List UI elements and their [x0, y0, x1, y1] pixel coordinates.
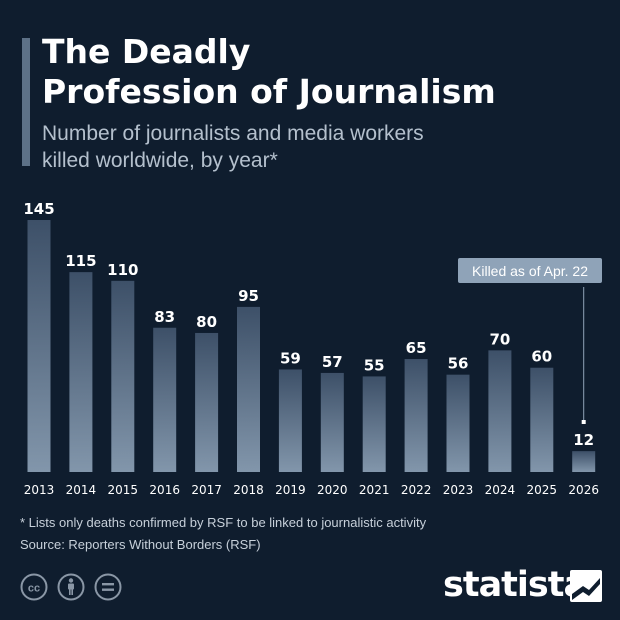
annotation-marker — [581, 420, 586, 424]
bar-2016 — [153, 327, 177, 472]
bar-2024 — [488, 350, 512, 472]
value-label-2024: 70 — [489, 330, 510, 348]
value-label-2013: 145 — [23, 200, 54, 218]
source-text: Source: Reporters Without Borders (RSF) — [20, 537, 261, 552]
bar-2013 — [27, 220, 51, 472]
value-label-2023: 56 — [448, 355, 469, 373]
title-accent-bar — [22, 38, 30, 166]
x-tick-2015: 2015 — [108, 483, 139, 497]
bar-2023 — [446, 374, 470, 472]
bar-2022 — [404, 359, 428, 472]
cc-icon: cc — [20, 573, 48, 601]
bar-2026 — [572, 451, 596, 472]
bar-2020 — [320, 372, 344, 472]
bar-chart: 145 2013 115 2014 110 2015 83 2016 80 2017 95 2018 5… — [23, 200, 602, 497]
value-label-2017: 80 — [196, 313, 217, 331]
bar-2015 — [111, 280, 135, 472]
x-tick-2016: 2016 — [149, 483, 180, 497]
x-tick-2019: 2019 — [275, 483, 306, 497]
x-tick-2026: 2026 — [568, 483, 599, 497]
x-tick-2020: 2020 — [317, 483, 348, 497]
x-tick-2021: 2021 — [359, 483, 390, 497]
x-tick-2025: 2025 — [527, 483, 558, 497]
license-icons: cc — [20, 573, 122, 601]
value-label-2025: 60 — [531, 348, 552, 366]
bar-2025 — [530, 367, 554, 472]
bar-2014 — [69, 272, 93, 472]
statista-logo-icon — [570, 570, 602, 602]
value-label-2021: 55 — [364, 356, 385, 374]
subtitle-line-2: killed worldwide, by year* — [42, 149, 278, 172]
value-label-2020: 57 — [322, 353, 343, 371]
bar-2018 — [237, 306, 260, 472]
svg-text:cc: cc — [28, 583, 40, 595]
value-label-2026: 12 — [573, 431, 594, 449]
bar-2021 — [362, 376, 386, 472]
annotation-text: Killed as of Apr. 22 — [472, 263, 588, 279]
footnote: * Lists only deaths confirmed by RSF to … — [20, 515, 427, 530]
bar-2017 — [195, 332, 219, 472]
x-tick-2024: 2024 — [485, 483, 516, 497]
value-label-2014: 115 — [65, 252, 96, 270]
value-label-2018: 95 — [238, 287, 259, 305]
value-label-2019: 59 — [280, 349, 301, 367]
value-label-2016: 83 — [154, 308, 175, 326]
title-line-2: Profession of Journalism — [42, 72, 496, 111]
bar-2019 — [278, 369, 302, 472]
x-tick-2018: 2018 — [233, 483, 264, 497]
value-label-2015: 110 — [107, 261, 138, 279]
subtitle-line-1: Number of journalists and media workers — [42, 122, 424, 145]
title-line-1: The Deadly — [42, 32, 251, 71]
statista-logo-text: statista — [443, 565, 587, 605]
annotation-box — [458, 258, 602, 283]
chart-subtitle: Number of journalists and media workers … — [42, 120, 602, 174]
equals-icon — [94, 573, 122, 601]
page-title: The Deadly Profession of Journalism — [42, 32, 602, 112]
x-tick-2017: 2017 — [191, 483, 222, 497]
person-icon — [57, 573, 85, 601]
x-tick-2014: 2014 — [66, 483, 97, 497]
x-tick-2013: 2013 — [24, 483, 55, 497]
value-label-2022: 65 — [406, 339, 427, 357]
x-tick-2022: 2022 — [401, 483, 432, 497]
x-tick-2023: 2023 — [443, 483, 474, 497]
